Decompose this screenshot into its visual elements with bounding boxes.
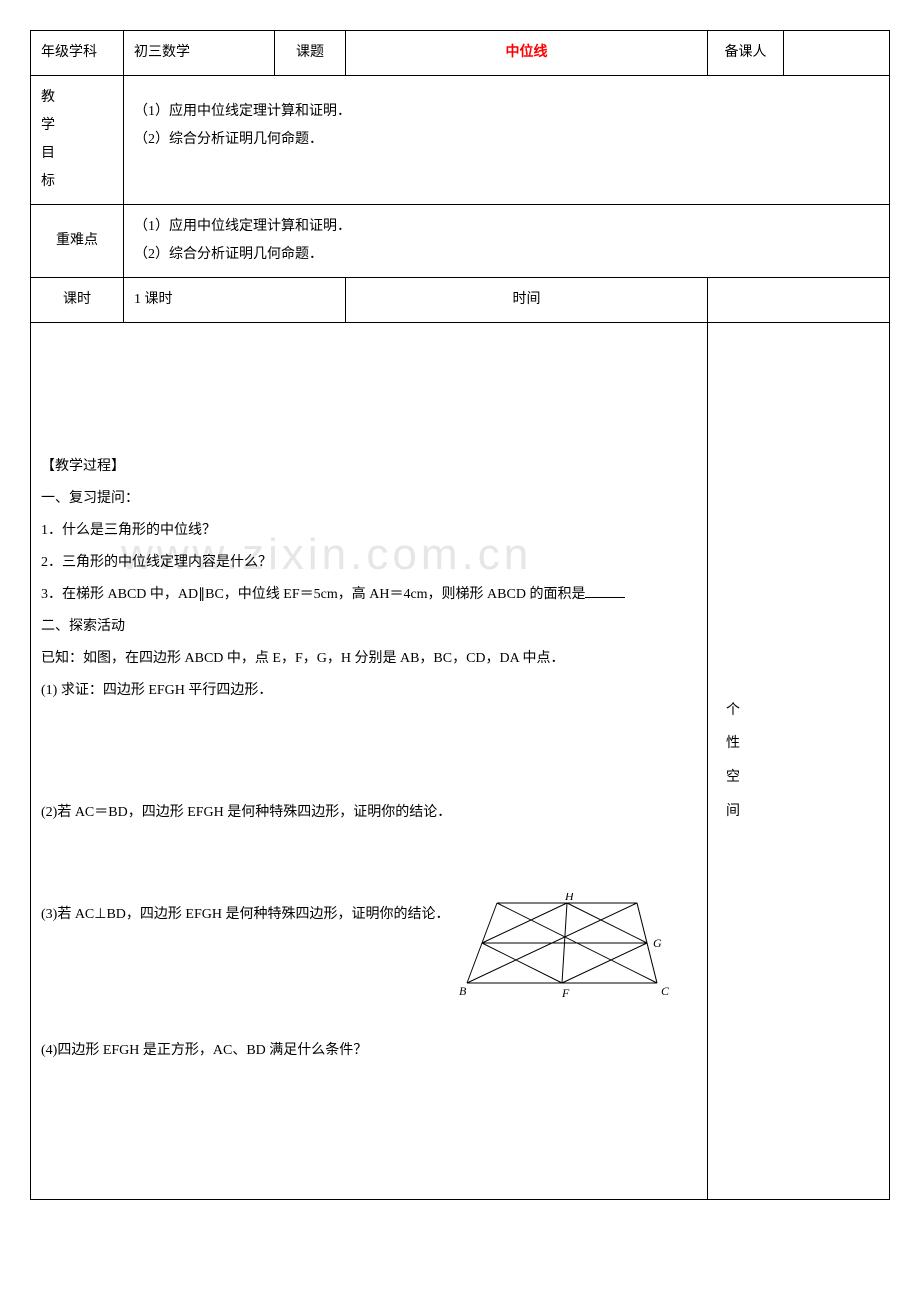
lesson-title: 中位线 <box>346 31 708 76</box>
side-char-2: 性 <box>726 727 871 761</box>
prove-4: (4)四边形 EFGH 是正方形，AC、BD 满足什么条件？ <box>41 1037 697 1065</box>
given-text: 已知：如图，在四边形 ABCD 中，点 E，F，G，H 分别是 AB，BC，CD… <box>41 645 697 673</box>
time-value <box>708 278 890 323</box>
period-value: 1 课时 <box>124 278 346 323</box>
keypoints-line-2: （2）综合分析证明几何命题． <box>134 241 879 269</box>
side-char-1: 个 <box>726 694 871 728</box>
side-column: 个 性 空 间 <box>708 323 890 1200</box>
keypoints-line-1: （1）应用中位线定理计算和证明． <box>134 213 879 241</box>
content-body: www.zixin.com.cn 【教学过程】 一、复习提问： 1．什么是三角形… <box>31 323 708 1200</box>
grade-subject-label: 年级学科 <box>31 31 124 76</box>
period-label: 课时 <box>31 278 124 323</box>
keypoints-content: （1）应用中位线定理计算和证明． （2）综合分析证明几何命题． <box>124 205 890 278</box>
process-heading: 【教学过程】 <box>41 453 697 481</box>
goals-label: 教 学 目 标 <box>31 76 124 205</box>
grade-subject-value: 初三数学 <box>124 31 275 76</box>
side-char-3: 空 <box>726 761 871 795</box>
goals-line-1: （1）应用中位线定理计算和证明． <box>134 98 879 126</box>
goals-content: （1）应用中位线定理计算和证明． （2）综合分析证明几何命题． <box>124 76 890 205</box>
section2-heading: 二、探索活动 <box>41 613 697 641</box>
prove-2: (2)若 AC＝BD，四边形 EFGH 是何种特殊四边形，证明你的结论． <box>41 799 697 827</box>
goals-line-2: （2）综合分析证明几何命题． <box>134 126 879 154</box>
keypoints-label: 重难点 <box>31 205 124 278</box>
prove-1: (1) 求证：四边形 EFGH 平行四边形． <box>41 677 697 705</box>
prep-value <box>784 31 890 76</box>
prove-3: (3)若 AC⊥BD，四边形 EFGH 是何种特殊四边形，证明你的结论． <box>41 901 697 929</box>
section1-heading: 一、复习提问： <box>41 485 697 513</box>
side-char-4: 间 <box>726 795 871 829</box>
blank-fill <box>585 583 625 598</box>
prep-label: 备课人 <box>708 31 784 76</box>
lesson-plan-table: 年级学科 初三数学 课题 中位线 备课人 教 学 目 标 （1）应用中位线定理计… <box>30 30 890 1200</box>
question-1: 1．什么是三角形的中位线？ <box>41 517 697 545</box>
time-label: 时间 <box>346 278 708 323</box>
question-3: 3．在梯形 ABCD 中，AD∥BC，中位线 EF＝5cm，高 AH＝4cm，则… <box>41 581 697 609</box>
question-2: 2．三角形的中位线定理内容是什么？ <box>41 549 697 577</box>
lesson-label: 课题 <box>275 31 346 76</box>
